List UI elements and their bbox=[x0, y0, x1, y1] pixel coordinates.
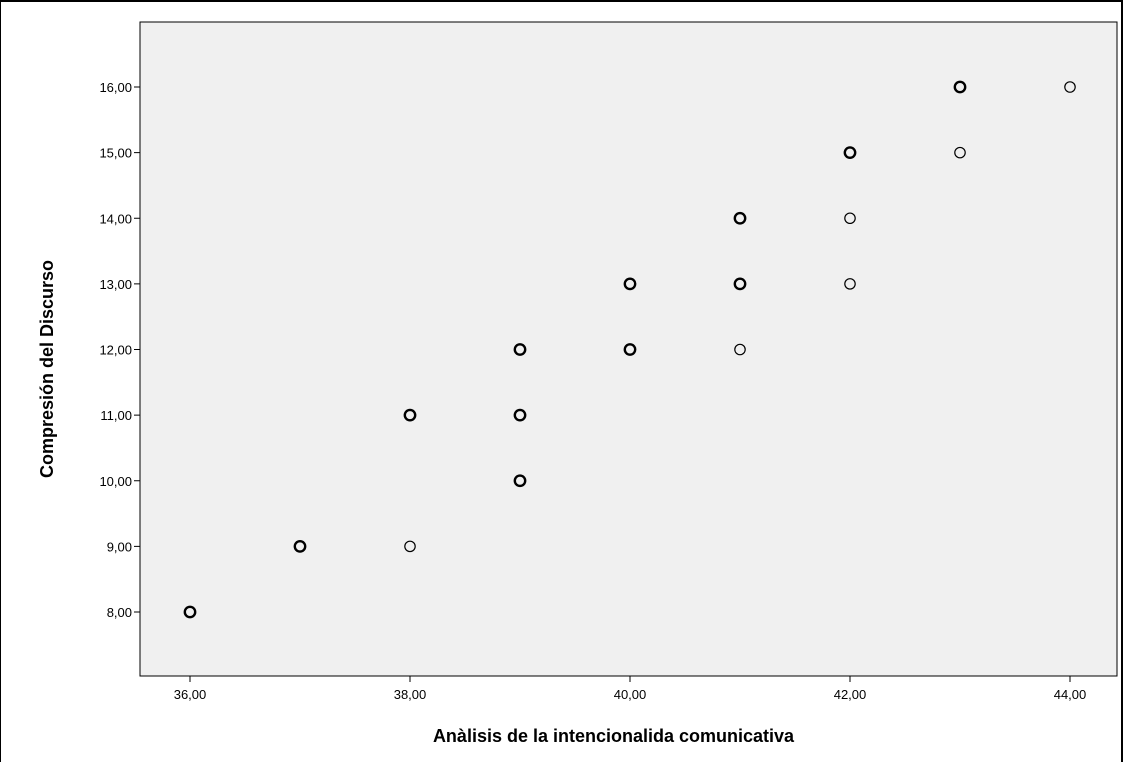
data-point bbox=[733, 211, 747, 225]
x-tick-label: 38,00 bbox=[394, 687, 427, 702]
data-point bbox=[513, 408, 527, 422]
y-tick-label: 16,00 bbox=[99, 80, 132, 95]
data-point bbox=[513, 343, 527, 356]
y-tick-label: 10,00 bbox=[99, 474, 132, 489]
data-point bbox=[403, 408, 417, 422]
data-point bbox=[843, 146, 857, 160]
data-point bbox=[844, 212, 856, 225]
y-tick-label: 8,00 bbox=[107, 605, 132, 620]
data-point bbox=[623, 343, 637, 356]
x-axis: 36,00 38,00 40,00 42,00 44,00 bbox=[174, 676, 1087, 702]
data-point bbox=[183, 605, 197, 619]
data-point bbox=[513, 474, 527, 488]
data-point bbox=[1064, 81, 1076, 93]
y-tick-label: 15,00 bbox=[99, 146, 132, 161]
data-point bbox=[844, 278, 856, 290]
y-axis: 8,00 9,00 10,00 11,00 12,00 13,00 14,00 15,00 16… bbox=[99, 80, 140, 620]
data-point bbox=[404, 540, 416, 553]
y-tick-label: 9,00 bbox=[107, 539, 132, 554]
data-points bbox=[183, 80, 1076, 619]
plot-area bbox=[139, 21, 1118, 677]
data-point bbox=[623, 277, 637, 291]
x-tick-label: 44,00 bbox=[1054, 687, 1087, 702]
y-tick-label: 14,00 bbox=[99, 211, 132, 226]
data-point bbox=[953, 80, 967, 94]
y-tick-label: 11,00 bbox=[100, 408, 132, 423]
y-tick-label: 12,00 bbox=[99, 343, 132, 358]
y-axis-title: Compresión del Discurso bbox=[37, 260, 57, 478]
data-point bbox=[954, 146, 966, 159]
x-tick-label: 40,00 bbox=[614, 687, 647, 702]
data-point bbox=[733, 277, 747, 291]
data-point bbox=[293, 539, 307, 553]
x-axis-title: Anàlisis de la intencionalida comunicati… bbox=[433, 726, 795, 746]
x-tick-label: 36,00 bbox=[174, 687, 207, 702]
x-tick-label: 42,00 bbox=[834, 687, 867, 702]
y-tick-label: 13,00 bbox=[99, 277, 132, 292]
data-point bbox=[734, 343, 746, 356]
